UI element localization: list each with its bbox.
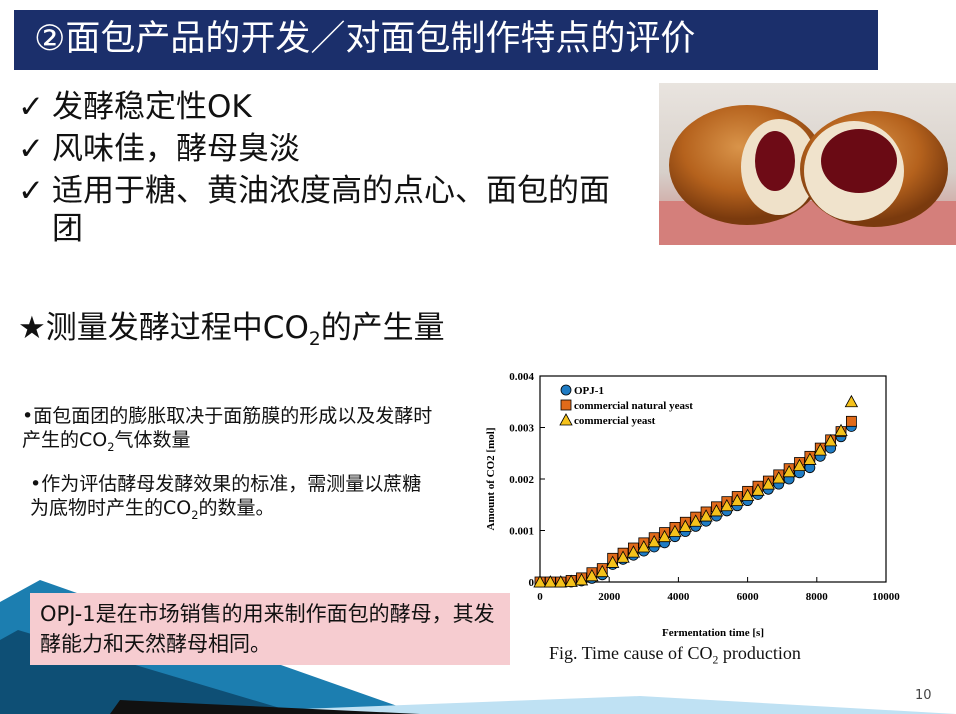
data-point xyxy=(595,564,609,578)
x-tick-label: 6000 xyxy=(737,591,760,603)
data-point xyxy=(834,423,848,436)
check-icon: ✓ xyxy=(18,131,44,167)
x-tick-label: 8000 xyxy=(806,591,829,603)
data-point xyxy=(823,434,838,447)
checklist-item-text: 风味佳，酵母臭淡 xyxy=(52,131,300,167)
subscript: 2 xyxy=(191,507,199,522)
co2-production-chart: 0 2000 4000 6000 8000 10000 0 0.001 0.002 0.003 0.… xyxy=(485,371,900,639)
caption-text-end: production xyxy=(718,643,801,663)
figure-caption: Fig. Time cause of CO2 production xyxy=(549,642,801,672)
checklist-item-text: 适用于糖、黄油浓度高的点心、面包的面团 xyxy=(52,173,610,247)
checklist: ✓ 发酵稳定性OK ✓ 风味佳，酵母臭淡 ✓ 适用于糖、黄油浓度高的点心、面包的… xyxy=(18,88,628,252)
y-tick-label: 0 xyxy=(529,577,535,589)
star-icon: ★ xyxy=(18,310,46,346)
data-point xyxy=(647,534,661,548)
note-box: OPJ-1是在市场销售的用来制作面包的酵母，其发酵能力和天然酵母相同。 xyxy=(30,593,510,665)
title-bar: ②面包产品的开发／对面包制作特点的评价 xyxy=(14,10,878,70)
legend-label: commercial natural yeast xyxy=(574,400,693,412)
checklist-item: ✓ 发酵稳定性OK xyxy=(18,88,628,126)
data-point xyxy=(585,568,599,582)
data-point xyxy=(720,498,734,512)
measurement-heading-text-end: 的产生量 xyxy=(320,310,445,346)
data-point xyxy=(616,550,630,563)
y-tick-label: 0.001 xyxy=(509,526,534,538)
plot-area xyxy=(539,375,887,583)
measurement-heading: ★测量发酵过程中CO2的产生量 xyxy=(18,308,445,360)
subscript: 2 xyxy=(712,653,719,667)
data-point xyxy=(626,545,641,558)
data-point xyxy=(533,575,547,588)
subscript: 2 xyxy=(308,329,321,351)
data-point xyxy=(845,415,857,427)
data-point xyxy=(709,504,724,517)
y-tick-label: 0.002 xyxy=(509,474,534,486)
x-axis-label: Fermentation time [s] xyxy=(662,627,764,639)
data-point xyxy=(554,575,568,588)
y-axis-label: Amount of CO2 [mol] xyxy=(485,428,497,531)
data-point xyxy=(813,443,827,456)
data-point xyxy=(740,488,755,501)
data-point xyxy=(730,493,744,507)
data-point xyxy=(772,471,786,484)
data-point xyxy=(564,574,578,587)
check-icon: ✓ xyxy=(18,173,44,209)
bullet-text: •作为评估酵母发酵效果的标准，需测量以蔗糖为底物时产生的CO xyxy=(30,473,422,519)
checklist-item: ✓ 风味佳，酵母臭淡 xyxy=(18,130,628,168)
data-point xyxy=(689,514,703,527)
bullet-text-end: 气体数量 xyxy=(114,429,191,451)
data-point xyxy=(574,573,589,586)
data-point xyxy=(657,529,672,543)
note-text: OPJ-1是在市场销售的用来制作面包的酵母，其发酵能力和天然酵母相同。 xyxy=(40,602,495,656)
data-point xyxy=(699,509,713,522)
legend-marker xyxy=(559,413,573,426)
check-icon: ✓ xyxy=(18,89,44,125)
checklist-item-text: 发酵稳定性OK xyxy=(52,89,252,125)
legend-marker xyxy=(560,399,572,411)
x-tick-label: 10000 xyxy=(872,591,900,603)
legend-marker xyxy=(560,384,572,396)
page-title: ②面包产品的开发／对面包制作特点的评价 xyxy=(34,19,696,59)
x-tick-label: 2000 xyxy=(598,591,621,603)
bullet-text: •面包面团的膨胀取决于面筋膜的形成以及发酵时产生的CO xyxy=(22,405,433,451)
data-point xyxy=(637,540,651,553)
x-tick-label: 4000 xyxy=(667,591,690,603)
data-point xyxy=(543,575,558,588)
bread-photo xyxy=(659,83,956,245)
data-point xyxy=(761,477,776,490)
bullet-evaluation-standard: •作为评估酵母发酵效果的标准，需测量以蔗糖为底物时产生的CO2的数量。 xyxy=(30,472,440,527)
x-tick-label: 0 xyxy=(537,591,543,603)
data-point xyxy=(751,483,765,496)
data-point xyxy=(782,464,796,478)
data-point xyxy=(678,519,692,532)
data-point xyxy=(605,555,620,568)
data-point xyxy=(792,458,807,472)
caption-text: Fig. Time cause of CO xyxy=(549,643,713,663)
checklist-item: ✓ 适用于糖、黄油浓度高的点心、面包的面团 xyxy=(18,172,628,248)
data-point xyxy=(668,524,682,537)
legend-label: commercial yeast xyxy=(574,415,656,427)
series-triangle xyxy=(533,394,859,588)
bullet-dough-expansion: •面包面团的膨胀取决于面筋膜的形成以及发酵时产生的CO2气体数量 xyxy=(22,404,442,459)
measurement-heading-text: 测量发酵过程中CO xyxy=(45,310,309,346)
data-point xyxy=(844,394,859,408)
y-tick-label: 0.003 xyxy=(509,423,534,435)
bullet-text-end: 的数量。 xyxy=(198,497,275,519)
legend-label: OPJ-1 xyxy=(574,385,604,397)
subscript: 2 xyxy=(107,439,115,454)
y-tick-label: 0.004 xyxy=(509,371,534,383)
data-point xyxy=(803,452,817,465)
page-number: 10 xyxy=(915,688,932,703)
